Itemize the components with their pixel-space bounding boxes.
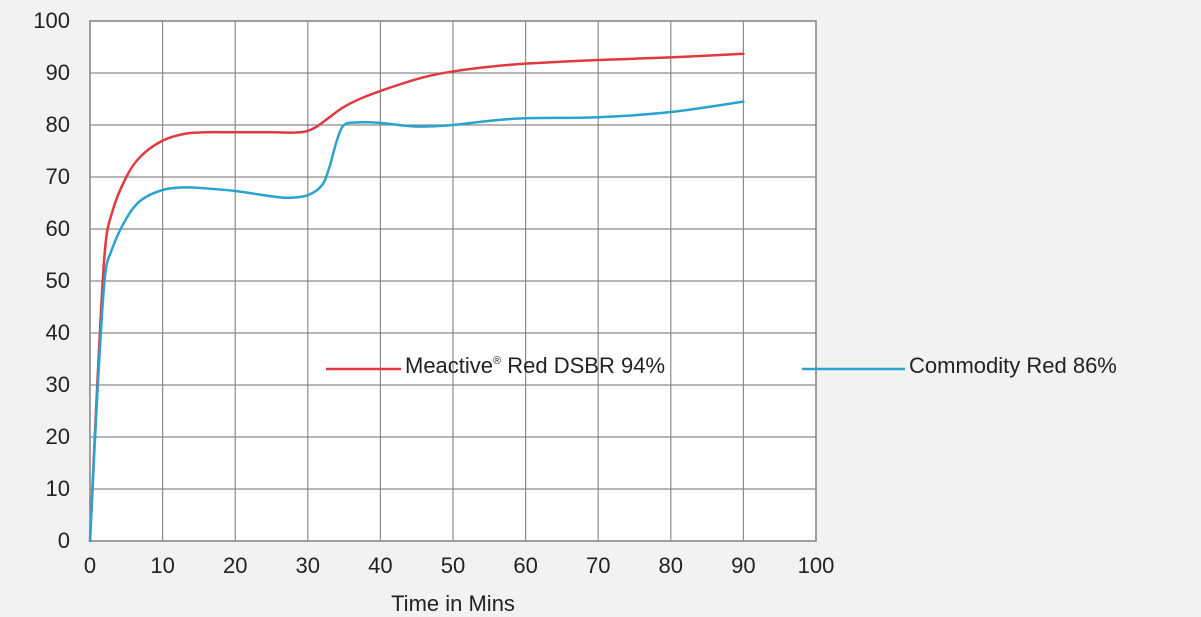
y-tick-labels: 0 10 20 30 40 50 60 70 80 90 100 xyxy=(33,8,70,553)
legend-label-series-2: Commodity Red 86% xyxy=(909,353,1117,378)
x-tick-label: 90 xyxy=(731,553,755,578)
x-tick-label: 60 xyxy=(513,553,537,578)
legend-label-series-1-name: Meactive xyxy=(405,353,493,378)
series-line-2 xyxy=(88,100,745,543)
y-tick-label: 10 xyxy=(46,476,70,501)
x-tick-label: 50 xyxy=(441,553,465,578)
legend-item-series-2: Commodity Red 86% xyxy=(802,353,1117,378)
x-tick-labels: 0 10 20 30 40 50 60 70 80 90 100 xyxy=(84,553,834,578)
y-tick-label: 50 xyxy=(46,268,70,293)
x-tick-label: 30 xyxy=(296,553,320,578)
legend-item-series-1: Meactive® Red DSBR 94% xyxy=(326,353,665,378)
y-tick-label: 30 xyxy=(46,372,70,397)
y-tick-label: 20 xyxy=(46,424,70,449)
x-tick-label: 10 xyxy=(150,553,174,578)
legend-label-series-1-superscript: ® xyxy=(493,355,501,367)
series-lines xyxy=(88,52,745,543)
y-tick-label: 40 xyxy=(46,320,70,345)
x-axis-title: Time in Mins xyxy=(391,591,515,616)
y-tick-label: 100 xyxy=(33,8,70,33)
y-tick-label: 90 xyxy=(46,60,70,85)
x-tick-label: 70 xyxy=(586,553,610,578)
x-tick-label: 40 xyxy=(368,553,392,578)
x-tick-label: 0 xyxy=(84,553,96,578)
x-tick-label: 80 xyxy=(659,553,683,578)
x-tick-label: 20 xyxy=(223,553,247,578)
y-tick-label: 60 xyxy=(46,216,70,241)
y-tick-label: 70 xyxy=(46,164,70,189)
y-tick-label: 0 xyxy=(58,528,70,553)
series-line-1 xyxy=(88,52,745,543)
x-tick-label: 100 xyxy=(798,553,835,578)
y-tick-label: 80 xyxy=(46,112,70,137)
gridlines xyxy=(89,20,817,542)
legend-label-series-1-suffix: Red DSBR 94% xyxy=(501,353,665,378)
legend-label-series-1: Meactive® Red DSBR 94% xyxy=(405,353,665,378)
